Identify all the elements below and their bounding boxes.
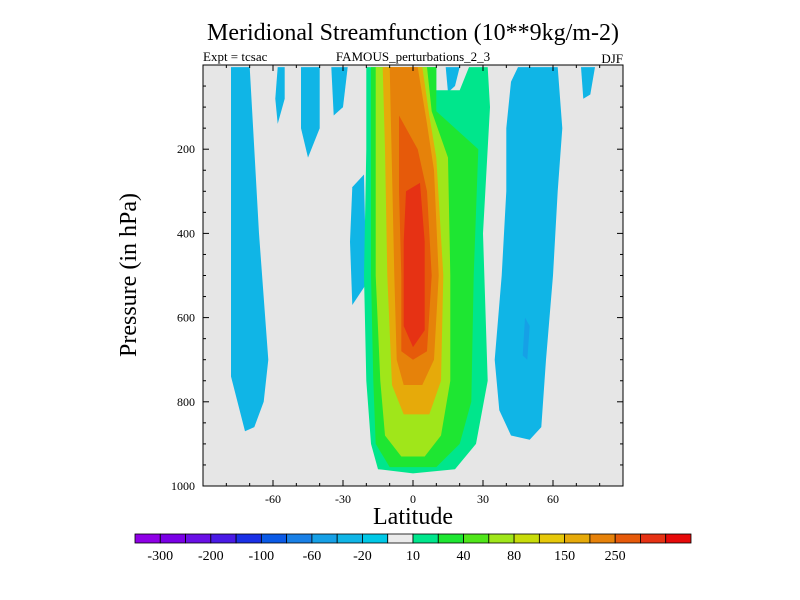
colorbar-label: -200 bbox=[198, 549, 224, 564]
colorbar-swatch bbox=[235, 533, 262, 544]
x-tick-label: 30 bbox=[477, 492, 489, 506]
colorbar-swatch bbox=[463, 533, 490, 544]
colorbar-label: 80 bbox=[507, 549, 521, 564]
contour-northern-cell-core bbox=[522, 317, 530, 360]
contour-hadley-core bbox=[403, 182, 425, 348]
colorbar-swatch bbox=[538, 533, 566, 544]
y-tick-label: 800 bbox=[177, 395, 195, 409]
y-tick-label: 400 bbox=[177, 226, 195, 240]
x-axis-label: Latitude bbox=[373, 504, 453, 530]
colorbar-label: -60 bbox=[303, 549, 322, 564]
colorbar-label: -300 bbox=[147, 549, 173, 564]
colorbar-swatch bbox=[185, 533, 212, 544]
x-tick-label: -60 bbox=[265, 492, 281, 506]
colorbar-swatch bbox=[437, 533, 464, 544]
dataset-label: FAMOUS_perturbations_2_3 bbox=[336, 49, 490, 64]
colorbar-label: 250 bbox=[605, 549, 626, 564]
colorbar-swatch bbox=[159, 533, 186, 544]
colorbar-swatch bbox=[336, 533, 363, 544]
colorbar-swatch bbox=[387, 533, 414, 544]
colorbar-swatch bbox=[260, 533, 288, 544]
season-label: DJF bbox=[601, 51, 623, 66]
colorbar-label: 150 bbox=[554, 549, 575, 564]
colorbar-label: 10 bbox=[406, 549, 420, 564]
x-tick-label: 0 bbox=[410, 492, 416, 506]
x-tick-label: 60 bbox=[547, 492, 559, 506]
colorbar-swatch bbox=[564, 533, 591, 544]
colorbar-swatch bbox=[210, 533, 237, 544]
colorbar-swatch bbox=[513, 533, 540, 544]
colorbar-swatch bbox=[362, 533, 389, 544]
colorbar: -300 -200 -100 -60 -20 10 40 80 150 250 bbox=[134, 533, 692, 564]
colorbar-swatch bbox=[614, 533, 641, 544]
y-axis-label: Pressure (in hPa) bbox=[116, 193, 142, 357]
contour-southern-upper-filament bbox=[275, 67, 285, 124]
colorbar-swatch bbox=[286, 533, 313, 544]
y-tick-label: 1000 bbox=[171, 479, 195, 493]
contour-far-north-filament bbox=[581, 67, 595, 99]
contour-northern-upper-filament bbox=[445, 67, 460, 93]
colorbar-swatch bbox=[665, 533, 692, 544]
colorbar-label: -20 bbox=[353, 549, 372, 564]
chart-title: Meridional Streamfunction (10**9kg/m-2) bbox=[207, 20, 619, 46]
contour-northern-hemisphere-cell bbox=[494, 67, 563, 440]
colorbar-swatch bbox=[589, 533, 616, 544]
y-tick-label: 600 bbox=[177, 311, 195, 325]
contour-mid-filament bbox=[350, 174, 367, 305]
x-tick-label: -30 bbox=[335, 492, 351, 506]
experiment-label: Expt = tcsac bbox=[203, 49, 268, 64]
contour-upper-filament-b bbox=[331, 67, 348, 116]
contour-upper-filament-a bbox=[301, 67, 320, 158]
colorbar-swatch bbox=[412, 533, 439, 544]
plot-area bbox=[203, 65, 623, 486]
colorbar-swatch bbox=[134, 533, 161, 544]
contour-southern-hemisphere-cell bbox=[231, 67, 269, 432]
colorbar-label: -100 bbox=[249, 549, 275, 564]
y-tick-label: 200 bbox=[177, 142, 195, 156]
colorbar-swatch bbox=[640, 533, 667, 544]
colorbar-label: 40 bbox=[457, 549, 471, 564]
axes: -60 -30 0 30 60 200 400 600 800 1000 bbox=[171, 64, 624, 506]
colorbar-swatch bbox=[488, 533, 515, 544]
colorbar-swatch bbox=[311, 533, 338, 544]
